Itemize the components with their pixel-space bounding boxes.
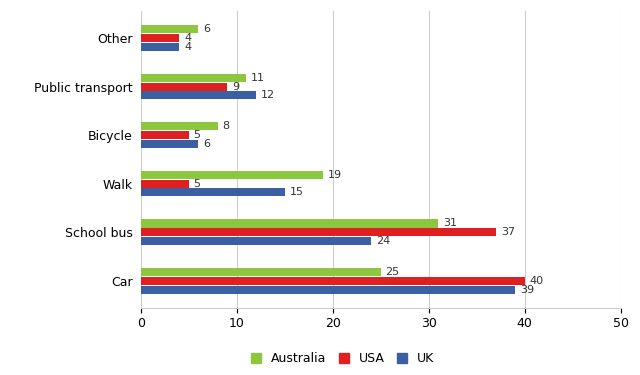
Text: 9: 9: [232, 81, 239, 92]
Bar: [141, 277, 525, 285]
Text: 8: 8: [223, 122, 230, 131]
Text: 4: 4: [184, 33, 191, 43]
Text: 19: 19: [328, 170, 342, 180]
Legend: Australia, USA, UK: Australia, USA, UK: [251, 352, 434, 365]
Bar: [141, 285, 515, 294]
Text: 15: 15: [290, 188, 303, 197]
Bar: [141, 228, 496, 236]
Bar: [141, 188, 285, 196]
Bar: [141, 74, 246, 82]
Text: 11: 11: [251, 73, 265, 83]
Bar: [141, 131, 189, 139]
Bar: [141, 34, 179, 42]
Bar: [141, 268, 381, 276]
Bar: [141, 140, 198, 148]
Bar: [141, 43, 179, 51]
Text: 31: 31: [443, 219, 457, 228]
Bar: [141, 91, 256, 99]
Text: 6: 6: [204, 24, 210, 34]
Text: 6: 6: [204, 139, 210, 149]
Text: 25: 25: [385, 267, 400, 277]
Bar: [141, 171, 323, 179]
Text: 37: 37: [501, 227, 515, 237]
Text: 5: 5: [194, 130, 200, 140]
Bar: [141, 180, 189, 188]
Text: 39: 39: [520, 285, 534, 294]
Bar: [141, 25, 198, 33]
Text: 40: 40: [530, 276, 544, 286]
Text: 4: 4: [184, 42, 191, 52]
Bar: [141, 82, 227, 90]
Text: 12: 12: [261, 90, 275, 100]
Bar: [141, 237, 371, 245]
Text: 24: 24: [376, 236, 390, 246]
Bar: [141, 219, 438, 228]
Bar: [141, 122, 218, 130]
Text: 5: 5: [194, 178, 200, 189]
